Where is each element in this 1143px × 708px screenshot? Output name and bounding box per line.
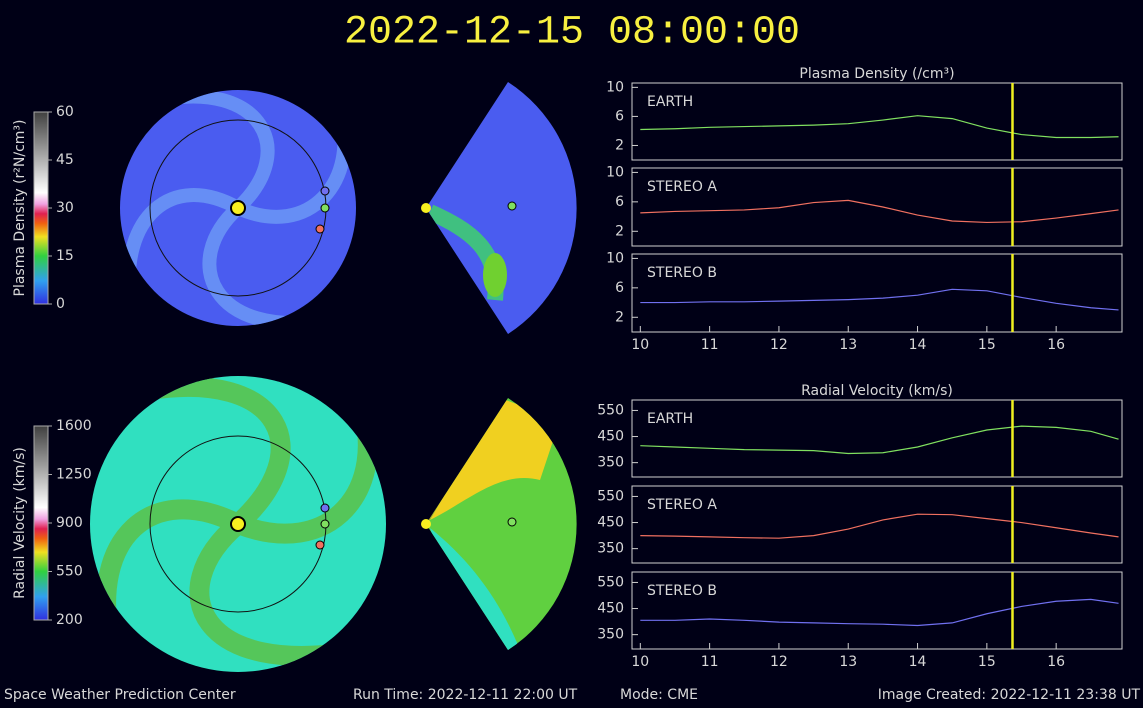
fast-wind — [430, 398, 560, 520]
colorbar-tick-label: 60 — [56, 104, 74, 120]
chart-title: Radial Velocity (km/s) — [801, 383, 953, 399]
y-tick-label: 2 — [615, 137, 624, 153]
colorbar — [33, 425, 49, 621]
plot-frame — [631, 82, 1123, 161]
slow-wind — [430, 528, 520, 650]
series-name: STEREO B — [647, 265, 717, 281]
y-tick-label: 450 — [597, 515, 624, 531]
colorbar-tick-label: 30 — [56, 200, 74, 216]
series-name: EARTH — [647, 94, 693, 110]
colorbar-tick-label: 900 — [56, 515, 83, 531]
y-tick-label: 6 — [615, 194, 624, 210]
series-line — [640, 513, 1119, 539]
stereo-a — [315, 224, 325, 234]
cme-core — [483, 253, 507, 297]
y-tick-label: 550 — [597, 402, 624, 418]
image-created: Image Created: 2022-12-11 23:38 UT — [878, 687, 1141, 703]
y-tick-label: 10 — [606, 79, 624, 95]
x-tick-label: 11 — [701, 337, 719, 353]
y-tick-label: 6 — [615, 280, 624, 296]
colorbar — [33, 111, 49, 305]
plot-frame — [631, 399, 1123, 478]
y-tick-label: 450 — [597, 601, 624, 617]
x-tick-label: 10 — [631, 337, 649, 353]
footer-center: Space Weather Prediction Center — [4, 687, 236, 703]
earth — [320, 519, 330, 529]
series-line — [640, 199, 1119, 224]
stereo-a — [315, 540, 325, 550]
colorbar-tick-label: 1600 — [56, 418, 92, 434]
y-tick-label: 350 — [597, 627, 624, 643]
colorbar-tick-label: 45 — [56, 152, 74, 168]
x-tick-label: 13 — [839, 654, 857, 670]
y-tick-label: 350 — [597, 455, 624, 471]
x-tick-label: 15 — [978, 654, 996, 670]
x-tick-label: 12 — [770, 337, 788, 353]
x-tick-label: 12 — [770, 654, 788, 670]
density-disk — [120, 82, 577, 334]
series-line — [640, 115, 1119, 139]
series-name: EARTH — [647, 411, 693, 427]
x-tick-label: 16 — [1047, 654, 1065, 670]
stereo-b — [320, 186, 330, 196]
mode: Mode: CME — [620, 687, 698, 703]
series-line — [640, 425, 1119, 455]
chart-title: Plasma Density (/cm³) — [799, 66, 954, 82]
series-name: STEREO A — [647, 497, 717, 513]
plot-frame — [631, 571, 1123, 650]
arm — [148, 376, 291, 532]
y-tick-label: 350 — [597, 541, 624, 557]
y-tick-label: 10 — [606, 250, 624, 266]
stereo-b — [320, 503, 330, 513]
colorbar-tick-label: 200 — [56, 612, 83, 628]
earth — [507, 517, 517, 527]
wedge-structure — [426, 204, 507, 301]
x-tick-label: 14 — [909, 654, 927, 670]
x-tick-label: 10 — [631, 654, 649, 670]
plot-frame — [631, 253, 1123, 333]
sun — [421, 519, 431, 529]
colorbar-tick-label: 0 — [56, 296, 65, 312]
x-tick-label: 16 — [1047, 337, 1065, 353]
arm — [189, 516, 362, 666]
colorbar-tick-label: 15 — [56, 248, 74, 264]
x-tick-label: 15 — [978, 337, 996, 353]
series-name: STEREO B — [647, 583, 717, 599]
sun — [230, 516, 246, 532]
earth — [320, 203, 330, 213]
colorbar-label: Plasma Density (r²N/cm³) — [12, 120, 28, 297]
y-tick-label: 550 — [597, 488, 624, 504]
x-tick-label: 13 — [839, 337, 857, 353]
earth — [507, 201, 517, 211]
run-time: Run Time: 2022-12-11 22:00 UT — [353, 687, 578, 703]
plot-frame — [631, 485, 1123, 564]
timestamp: 2022-12-15 08:00:00 — [344, 11, 800, 56]
x-tick-label: 14 — [909, 337, 927, 353]
colorbar-tick-label: 550 — [56, 564, 83, 580]
plot-frame — [631, 167, 1123, 247]
x-tick-label: 11 — [701, 654, 719, 670]
sun — [230, 200, 246, 216]
y-tick-label: 10 — [606, 164, 624, 180]
colorbar-tick-label: 1250 — [56, 467, 92, 483]
y-tick-label: 450 — [597, 429, 624, 445]
series-name: STEREO A — [647, 179, 717, 195]
wedge — [426, 82, 577, 334]
y-tick-label: 6 — [615, 108, 624, 124]
y-tick-label: 550 — [597, 574, 624, 590]
y-tick-label: 2 — [615, 223, 624, 239]
y-tick-label: 2 — [615, 309, 624, 325]
series-line — [640, 288, 1119, 311]
velocity-disk — [90, 376, 577, 672]
colorbar-label: Radial Velocity (km/s) — [12, 447, 28, 599]
series-line — [640, 598, 1119, 627]
sun — [421, 203, 431, 213]
